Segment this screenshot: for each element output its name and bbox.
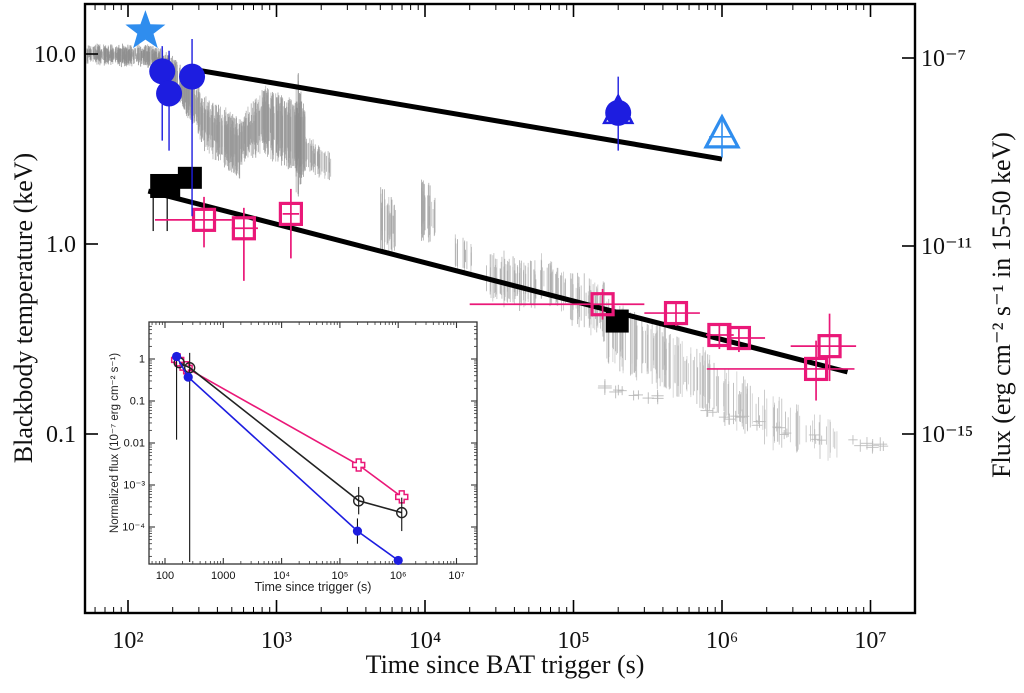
pink-square-point xyxy=(726,325,752,351)
y-right-tick-label: 10⁻¹⁵ xyxy=(921,422,973,448)
x-tick-label: 10⁴ xyxy=(409,628,441,654)
inset-point xyxy=(183,362,196,374)
plot-frame xyxy=(83,2,917,615)
y-right-tick-label: 10⁻⁷ xyxy=(921,46,966,72)
pink-square-point xyxy=(663,300,689,326)
inset-x-axis-label: Time since trigger (s) xyxy=(254,580,372,594)
inset-point xyxy=(396,506,408,519)
black-square-point xyxy=(150,173,181,198)
pink-square-point xyxy=(803,356,829,382)
inset-y-tick-label: 1 xyxy=(139,354,145,366)
inset-x-tick-label: 1000 xyxy=(211,570,235,582)
y-left-tick-label: 1.0 xyxy=(46,232,76,258)
black-square-point xyxy=(605,309,629,333)
y-axis-label-right: Flux (erg cm⁻² s⁻¹ in 15-50 keV) xyxy=(987,132,1016,478)
inset-y-tick-label: 0.01 xyxy=(124,438,145,450)
y-left-tick-label: 0.1 xyxy=(46,422,76,448)
inset-y-tick-label: 10⁻³ xyxy=(123,480,145,492)
x-tick-label: 10² xyxy=(112,628,143,654)
pink-square-point xyxy=(231,216,256,241)
x-tick-label: 10³ xyxy=(261,628,292,654)
bat-blackbody-temperature xyxy=(125,10,741,217)
y-axis-label-left: Blackbody temperature (keV) xyxy=(9,152,38,464)
black-square-point xyxy=(177,166,202,189)
inset-y-axis-label: Normalized flux (10⁻⁷ erg cm⁻² s⁻¹) xyxy=(109,352,121,534)
inset-x-tick-label: 10⁷ xyxy=(448,570,464,582)
inset-point xyxy=(352,526,363,536)
inset-point xyxy=(394,490,409,504)
inset-point xyxy=(393,555,403,566)
x-tick-label: 10⁶ xyxy=(706,628,738,654)
inset-x-tick-label: 10⁵ xyxy=(332,570,349,582)
blue-open-triangle-point xyxy=(703,113,741,149)
main-axes: 10² 10³ 10⁴ 10⁵ 10⁶ 10⁷ 10.0 1.0 0.1 10⁻⁷ 10⁻¹¹ 10⁻… xyxy=(34,2,973,654)
x-tick-label: 10⁷ xyxy=(854,628,886,654)
inset-point xyxy=(352,495,365,507)
inset-series-blue-filled-circle xyxy=(171,351,403,566)
xrt-pink-squares xyxy=(155,188,857,401)
inset-x-tick-label: 10⁶ xyxy=(390,570,407,582)
inset-x-tick-label: 10⁴ xyxy=(273,570,290,582)
x-axis-label: Time since BAT trigger (s) xyxy=(365,650,645,679)
blue-circle-point xyxy=(179,63,206,90)
y-left-tick-label: 10.0 xyxy=(34,42,76,68)
pink-square-point xyxy=(278,201,303,227)
pink-square-point xyxy=(817,334,842,359)
inset-point xyxy=(183,372,193,382)
bat-blackbody-squares xyxy=(150,166,629,333)
blue-circle-point xyxy=(149,58,176,85)
inset-point xyxy=(171,351,182,362)
x-tick-label: 10⁵ xyxy=(557,628,589,654)
inset-point xyxy=(351,458,366,472)
inset-panel: 100 1000 10⁴ 10⁵ 10⁶ 10⁷ 1 0.1 0.01 10⁻³ 10⁻⁴ xyxy=(122,321,478,582)
inset-y-tick-label: 10⁻⁴ xyxy=(122,522,145,534)
inset-y-tick-label: 0.1 xyxy=(130,396,145,408)
y-right-tick-label: 10⁻¹¹ xyxy=(921,234,972,260)
inset-series-black-open-circle xyxy=(173,352,408,562)
inset-frame xyxy=(148,321,478,565)
pink-square-point xyxy=(590,292,615,317)
blue-star-point xyxy=(125,10,166,49)
pink-square-point xyxy=(191,207,217,232)
blue-circle-point xyxy=(156,80,183,107)
inset-x-tick-label: 100 xyxy=(156,570,174,582)
